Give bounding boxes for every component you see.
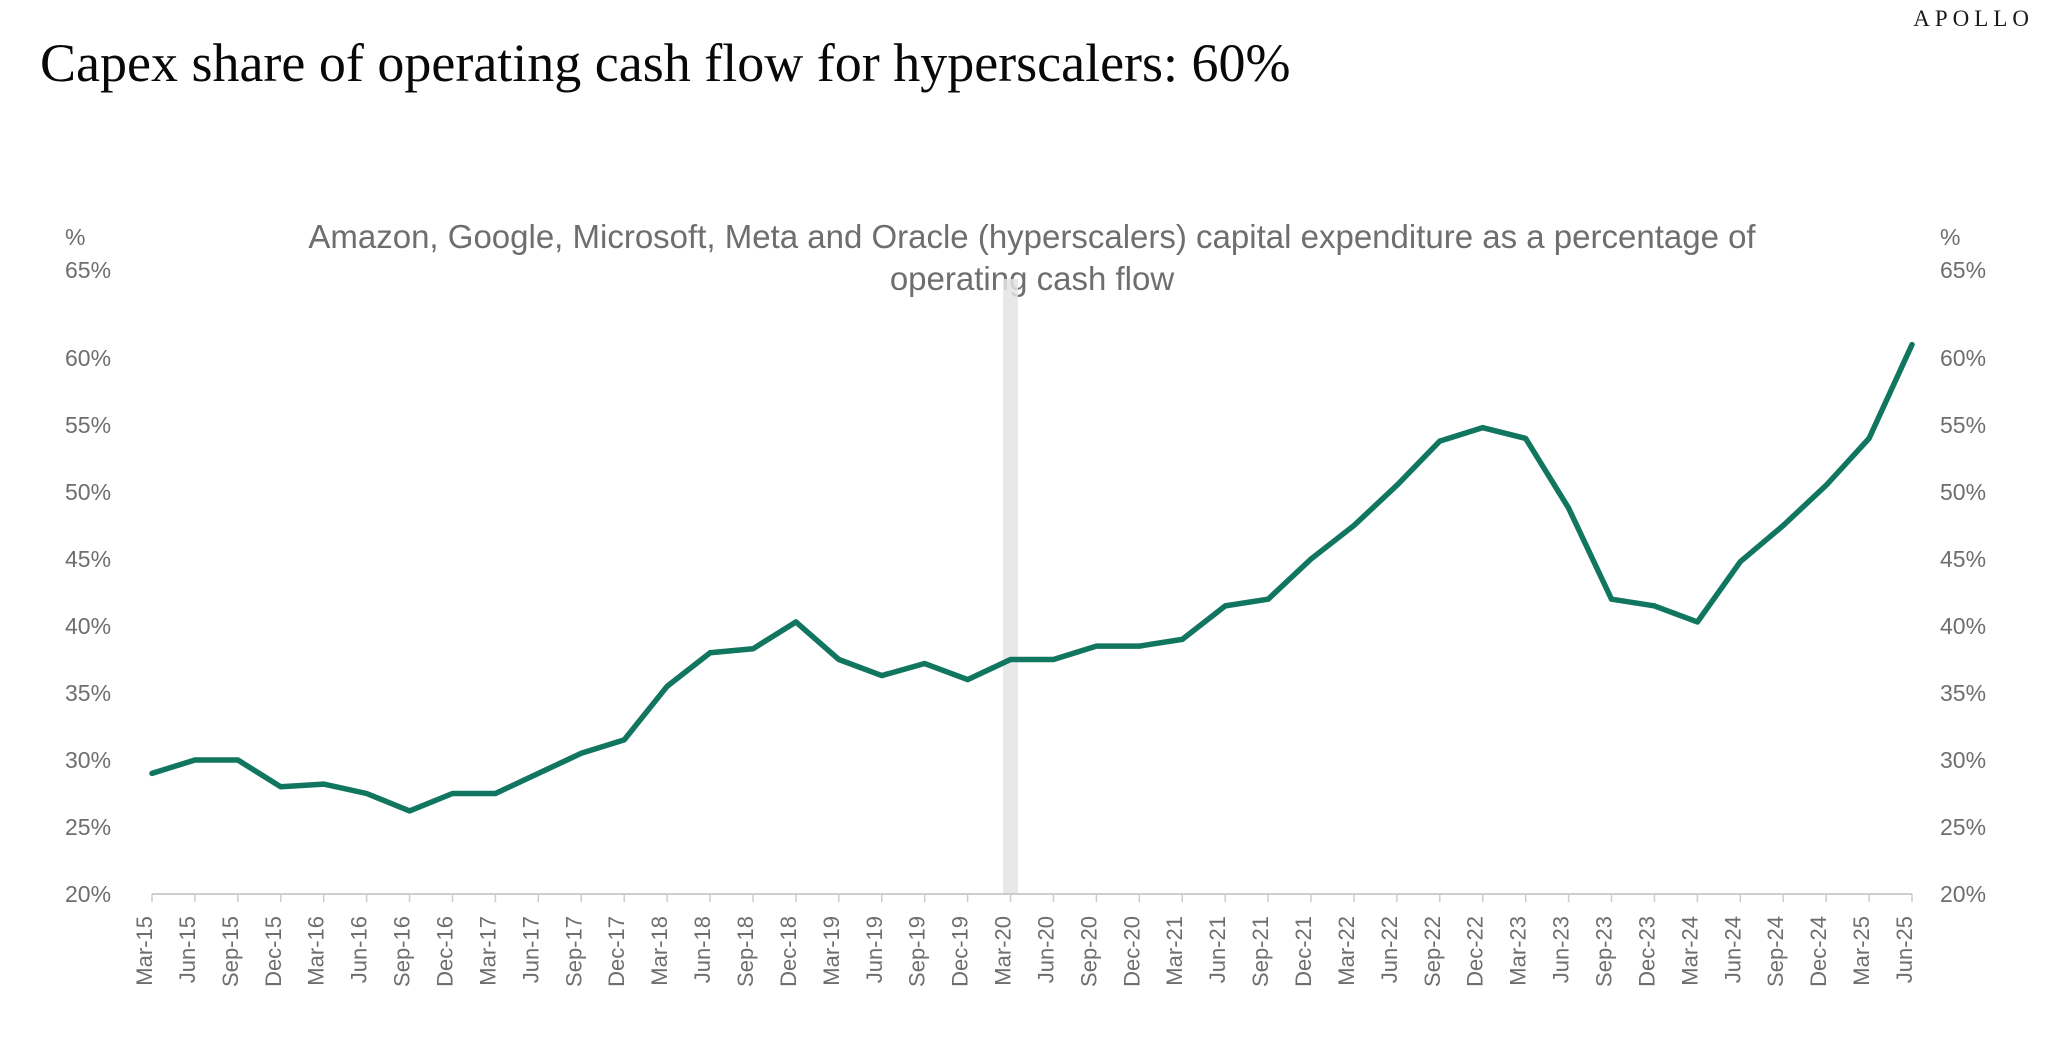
svg-text:Mar-21: Mar-21 [1162,916,1187,986]
svg-text:Jun-22: Jun-22 [1377,916,1402,983]
svg-text:Sep-24: Sep-24 [1763,916,1788,987]
svg-text:30%: 30% [1940,747,1986,773]
svg-text:Mar-19: Mar-19 [819,916,844,986]
svg-text:Mar-23: Mar-23 [1506,916,1531,986]
svg-text:Jun-24: Jun-24 [1720,916,1745,983]
svg-text:45%: 45% [1940,546,1986,572]
svg-text:Dec-18: Dec-18 [776,916,801,987]
svg-text:Amazon, Google, Microsoft, Met: Amazon, Google, Microsoft, Meta and Orac… [308,218,1756,255]
svg-text:25%: 25% [65,814,111,840]
svg-text:Mar-24: Mar-24 [1677,916,1702,986]
svg-text:50%: 50% [1940,479,1986,505]
svg-text:60%: 60% [65,345,111,371]
svg-text:Dec-23: Dec-23 [1634,916,1659,987]
svg-text:65%: 65% [1940,257,1986,283]
svg-text:Mar-16: Mar-16 [304,916,329,986]
svg-text:45%: 45% [65,546,111,572]
svg-text:Sep-16: Sep-16 [390,916,415,987]
svg-text:Mar-18: Mar-18 [647,916,672,986]
svg-text:Sep-21: Sep-21 [1248,916,1273,987]
svg-text:Jun-15: Jun-15 [175,916,200,983]
svg-text:Sep-18: Sep-18 [733,916,758,987]
svg-text:Mar-20: Mar-20 [991,916,1016,986]
svg-text:Mar-25: Mar-25 [1849,916,1874,986]
svg-text:55%: 55% [65,412,111,438]
svg-text:60%: 60% [1940,345,1986,371]
svg-text:Dec-22: Dec-22 [1463,916,1488,987]
svg-text:Dec-15: Dec-15 [261,916,286,987]
svg-text:35%: 35% [65,680,111,706]
svg-text:Jun-17: Jun-17 [518,916,543,983]
svg-text:Jun-19: Jun-19 [862,916,887,983]
svg-text:Sep-19: Sep-19 [905,916,930,987]
svg-text:Sep-20: Sep-20 [1076,916,1101,987]
svg-text:Sep-22: Sep-22 [1420,916,1445,987]
svg-text:Jun-16: Jun-16 [347,916,372,983]
svg-text:55%: 55% [1940,412,1986,438]
svg-text:Dec-19: Dec-19 [948,916,973,987]
svg-text:operating cash flow: operating cash flow [890,260,1175,297]
svg-text:Sep-15: Sep-15 [218,916,243,987]
svg-text:Jun-25: Jun-25 [1892,916,1917,983]
svg-text:Mar-22: Mar-22 [1334,916,1359,986]
svg-text:25%: 25% [1940,814,1986,840]
svg-text:Jun-23: Jun-23 [1549,916,1574,983]
svg-text:Sep-23: Sep-23 [1592,916,1617,987]
svg-text:Jun-18: Jun-18 [690,916,715,983]
svg-text:Sep-17: Sep-17 [561,916,586,987]
svg-text:Dec-21: Dec-21 [1291,916,1316,987]
svg-text:Mar-15: Mar-15 [132,916,157,986]
svg-text:40%: 40% [1940,613,1986,639]
svg-text:50%: 50% [65,479,111,505]
svg-text:Dec-17: Dec-17 [604,916,629,987]
svg-text:Jun-21: Jun-21 [1205,916,1230,983]
svg-text:%: % [65,224,85,250]
svg-text:Mar-17: Mar-17 [475,916,500,986]
svg-text:20%: 20% [1940,881,1986,907]
svg-text:Dec-20: Dec-20 [1119,916,1144,987]
svg-text:20%: 20% [65,881,111,907]
svg-text:Dec-24: Dec-24 [1806,916,1831,987]
svg-text:35%: 35% [1940,680,1986,706]
svg-text:Dec-16: Dec-16 [432,916,457,987]
svg-text:Jun-20: Jun-20 [1033,916,1058,983]
svg-text:40%: 40% [65,613,111,639]
svg-text:%: % [1940,224,1960,250]
svg-text:30%: 30% [65,747,111,773]
svg-text:65%: 65% [65,257,111,283]
